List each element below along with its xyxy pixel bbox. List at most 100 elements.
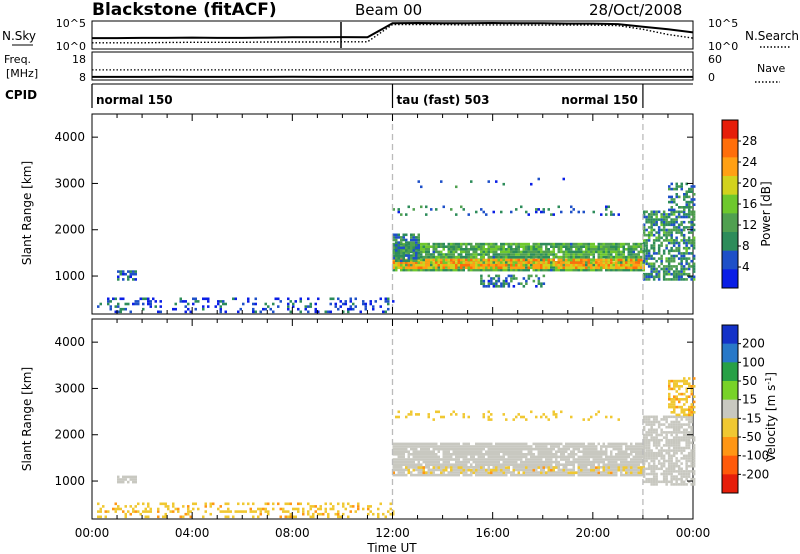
power-cell-r2 xyxy=(602,248,605,251)
velocity-cell-r2 xyxy=(410,471,413,474)
power-cell-r8 xyxy=(662,272,666,276)
velocity-cell-r2 xyxy=(637,468,640,472)
power-cell-r2 xyxy=(635,258,638,261)
power-cell-r2 xyxy=(485,268,488,272)
power-cell-r2 xyxy=(407,268,410,272)
velocity-cell-r5 xyxy=(672,415,676,419)
velocity-cell-r5 xyxy=(690,483,693,486)
velocity-cell-r2 xyxy=(477,466,480,469)
power-cell-r3 xyxy=(495,266,498,270)
power-cell-r4 xyxy=(417,236,420,239)
power-cell-r2 xyxy=(562,258,565,261)
power-cell-r8 xyxy=(642,231,646,234)
power-cell-r3 xyxy=(540,261,543,264)
power-cell-r8 xyxy=(680,220,683,224)
power-cell-r9 xyxy=(668,185,671,188)
velocity-cell-r6 xyxy=(690,403,693,406)
power-cell-r3 xyxy=(452,266,455,270)
power-cell-r1 xyxy=(392,300,395,303)
power-cell-r2 xyxy=(592,248,595,251)
power-cell-r2 xyxy=(487,242,490,246)
power-cell-r2 xyxy=(542,253,545,256)
power-cell-r8 xyxy=(677,226,681,229)
power-cell-r3 xyxy=(627,258,630,262)
velocity-cell-r2 xyxy=(515,450,518,453)
velocity-cell-r5 xyxy=(687,472,691,476)
velocity-cell-r0 xyxy=(129,478,132,481)
velocity-cell-r1 xyxy=(102,505,105,508)
velocity-cell-r2 xyxy=(605,455,608,459)
velocity-cell-r2 xyxy=(510,455,513,459)
power-cell-r1 xyxy=(387,300,390,303)
power-cell-r1 xyxy=(324,310,327,314)
power-cell-r8 xyxy=(672,226,676,229)
power-cell-r3 xyxy=(485,263,488,267)
velocity-cell-r2 xyxy=(615,442,618,446)
power-cell-r5 xyxy=(500,282,503,285)
power-cell-r2 xyxy=(460,242,463,246)
power-cell-r2 xyxy=(577,248,580,251)
power-cell-r8 xyxy=(657,244,661,247)
velocity-cell-r2 xyxy=(405,450,408,453)
power-cell-r4 xyxy=(412,246,415,250)
velocity-cell-r1 xyxy=(332,505,335,508)
power-cell-r2 xyxy=(545,255,548,259)
power-cell-r4 xyxy=(417,238,420,242)
velocity-cell-r4 xyxy=(397,410,400,414)
velocity-cell-r2 xyxy=(592,473,595,477)
power-cell-r8 xyxy=(645,210,648,214)
power-cell-r2 xyxy=(415,248,418,251)
velocity-cell-r2 xyxy=(532,458,535,461)
velocity-scatter-cells xyxy=(97,377,696,519)
power-cell-r8 xyxy=(660,218,663,221)
power-cell-r2 xyxy=(435,250,438,254)
velocity-cell-r2 xyxy=(445,460,448,464)
power-cell-r3 xyxy=(462,258,465,262)
velocity-cell-r2 xyxy=(515,458,518,461)
velocity-cell-r3 xyxy=(467,468,470,472)
velocity-cell-r2 xyxy=(430,463,433,466)
velocity-cell-r2 xyxy=(500,450,503,453)
power-cell-r2 xyxy=(540,248,543,251)
velocity-cell-r3 xyxy=(442,468,445,472)
velocity-cell-r2 xyxy=(535,471,538,474)
power-cell-r3 xyxy=(447,258,450,262)
power-cell-r2 xyxy=(597,245,600,248)
power-cell-r2 xyxy=(610,245,613,248)
velocity-cell-r2 xyxy=(505,445,508,448)
power-cell-r8 xyxy=(657,272,661,276)
velocity-cell-r5 xyxy=(690,431,693,434)
power-cell-r8 xyxy=(682,213,686,216)
power-cell-r8 xyxy=(667,257,671,260)
velocity-cell-r1 xyxy=(189,510,192,513)
velocity-cell-r5 xyxy=(645,418,648,421)
velocity-cell-r4 xyxy=(552,410,555,414)
power-cell-r8 xyxy=(667,249,671,253)
power-cell-r5 xyxy=(495,282,498,285)
velocity-cell-r2 xyxy=(497,455,500,459)
power-cell-r8 xyxy=(650,220,653,224)
velocity-cell-r5 xyxy=(657,454,661,458)
power-cell-r2 xyxy=(400,268,403,272)
velocity-cell-r2 xyxy=(592,445,595,448)
velocity-cell-r2 xyxy=(435,463,438,466)
noise-panel-frame xyxy=(91,20,694,50)
power-cell-r8 xyxy=(667,215,671,219)
velocity-cell-r1 xyxy=(167,505,170,508)
power-cell-r8 xyxy=(670,246,673,250)
power-cell-r8 xyxy=(670,231,673,234)
power-cell-r8 xyxy=(662,278,666,281)
velocity-cell-r5 xyxy=(692,444,696,447)
velocity-cell-r2 xyxy=(612,468,615,472)
velocity-cell-r2 xyxy=(637,447,640,451)
velocity-cell-r2 xyxy=(555,458,558,461)
power-cell-r3 xyxy=(412,261,415,264)
power-cell-r2 xyxy=(462,255,465,259)
velocity-cell-r5 xyxy=(652,436,656,439)
velocity-cell-r1 xyxy=(317,507,320,511)
velocity-cell-r2 xyxy=(540,447,543,451)
velocity-cell-r1 xyxy=(157,507,160,511)
power-cell-r8 xyxy=(660,241,663,245)
power-cell-r1 xyxy=(292,305,295,308)
power-cell-r3 xyxy=(627,266,630,270)
